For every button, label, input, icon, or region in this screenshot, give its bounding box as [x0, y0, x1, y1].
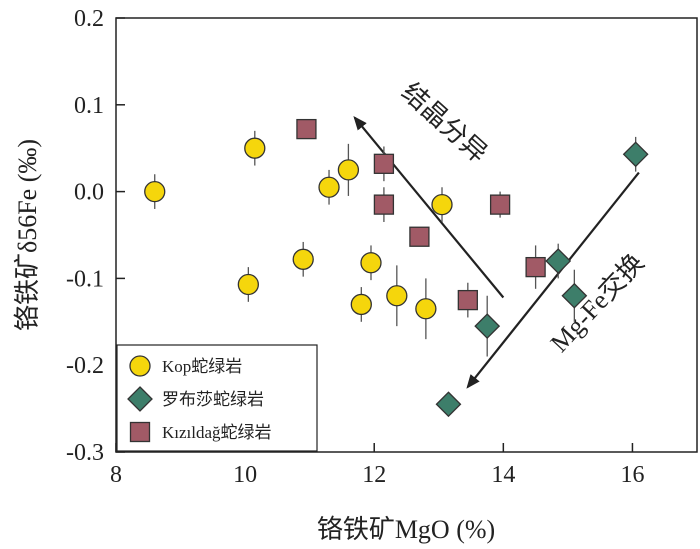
y-tick-label: 0.0	[74, 180, 104, 206]
legend-marker	[129, 421, 151, 443]
circle-point	[337, 159, 360, 181]
trend-arrow	[353, 116, 505, 299]
square-point	[373, 153, 395, 174]
square-point	[296, 118, 317, 140]
y-axis-title: 铬铁矿δ56Fe (‰)	[13, 139, 42, 331]
circle-point	[292, 248, 314, 270]
y-tick-label: -0.2	[66, 353, 104, 379]
legend-marker	[127, 386, 153, 412]
x-tick-label: 14	[491, 462, 515, 488]
x-tick-label: 16	[620, 462, 644, 488]
x-tick-label: 8	[110, 462, 122, 488]
x-tick-label: 10	[233, 462, 257, 488]
diamond-point	[622, 141, 649, 168]
y-tick-label: 0.2	[74, 6, 104, 32]
circle-point	[360, 252, 382, 274]
square-point	[409, 226, 430, 247]
circle-point	[386, 285, 408, 307]
circle-point	[350, 293, 372, 316]
x-tick-label: 12	[362, 462, 386, 488]
circle-point	[244, 137, 266, 159]
tick-labels: 8 10 12 14 16 -0.3 -0.2 -0.1 0.0 0.1 0.2	[66, 6, 644, 488]
y-tick-label: 0.1	[74, 93, 104, 119]
diamond-point	[545, 248, 572, 274]
legend-label: Kop蛇绿岩	[162, 357, 242, 376]
diamond-point	[474, 313, 501, 340]
legend-marker	[129, 355, 151, 377]
square-point	[457, 289, 478, 311]
circle-point	[237, 273, 259, 296]
legend-label: 罗布莎蛇绿岩	[162, 390, 264, 409]
x-axis-title: 铬铁矿MgO (%)	[317, 515, 495, 544]
y-tick-label: -0.3	[66, 440, 104, 466]
square-point	[373, 194, 395, 215]
circle-point	[144, 180, 166, 203]
plot-frame	[115, 17, 698, 453]
trend-arrow	[466, 171, 640, 389]
circle-point	[415, 298, 437, 320]
trend-label: 结晶分异	[396, 77, 493, 168]
square-point	[489, 194, 511, 215]
circle-point	[318, 176, 340, 198]
diamond-point	[435, 391, 462, 418]
legend-label: Kızıldağ蛇绿岩	[162, 423, 272, 442]
diamond-point	[561, 282, 588, 309]
square-point	[525, 256, 546, 278]
axis-ticks	[115, 17, 634, 453]
data-points	[144, 118, 649, 418]
circle-point	[431, 193, 453, 216]
y-tick-label: -0.1	[66, 266, 104, 292]
